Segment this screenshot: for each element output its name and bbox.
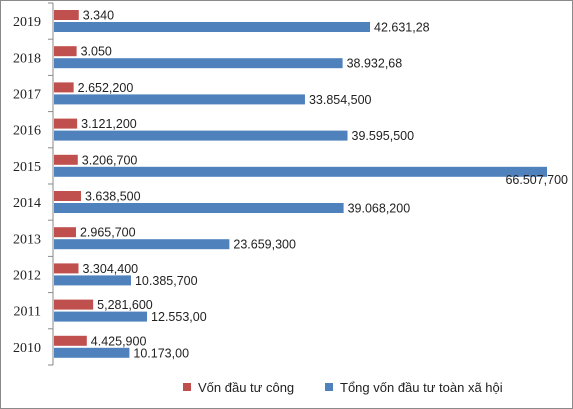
data-label-total-investment: 39.595,500: [352, 129, 415, 143]
y-tick-label: 2013: [13, 232, 41, 247]
y-tick-label: 2010: [13, 341, 41, 356]
data-label-public-investment: 2.965,700: [80, 226, 136, 240]
data-label-public-investment: 3.121,200: [81, 117, 137, 131]
bar-public-investment: [54, 299, 94, 310]
bar-public-investment: [54, 154, 78, 165]
legend-label-total-investment: Tổng vốn đầu tư toàn xã hội: [340, 380, 503, 395]
bar-total-investment: [54, 130, 348, 141]
bar-public-investment: [54, 118, 78, 129]
data-label-public-investment: 3.638,500: [85, 190, 141, 204]
bar-total-investment: [54, 347, 130, 358]
data-label-total-investment: 66.507,700: [505, 173, 568, 187]
y-tick-label: 2016: [13, 124, 41, 139]
bar-public-investment: [54, 335, 87, 346]
legend: Vốn đầu tư công Tổng vốn đầu tư toàn xã h…: [183, 380, 503, 395]
y-tick-label: 2018: [13, 51, 41, 66]
y-tick-label: 2019: [13, 15, 41, 30]
legend-label-public-investment: Vốn đầu tư công: [198, 380, 294, 395]
plot-area: 2019 3.340 42.631,28 2018 3.050 38.932,68 2017…: [13, 2, 568, 366]
data-label-public-investment: 4.425,900: [91, 334, 147, 348]
bar-public-investment: [54, 10, 79, 20]
bar-public-investment: [54, 46, 77, 57]
bar-total-investment: [54, 58, 343, 69]
bar-total-investment: [54, 22, 371, 32]
bar-public-investment: [54, 263, 79, 274]
data-label-total-investment: 42.631,28: [374, 21, 430, 35]
y-tick-label: 2011: [14, 305, 41, 320]
data-label-total-investment: 38.932,68: [347, 57, 403, 71]
bar-total-investment: [54, 311, 148, 322]
bar-total-investment: [54, 94, 305, 105]
data-label-total-investment: 10.173,00: [133, 346, 189, 360]
bar-public-investment: [54, 227, 76, 238]
bar-total-investment: [54, 275, 131, 286]
data-label-total-investment: 10.385,700: [135, 274, 198, 288]
legend-swatch-public-investment: [183, 383, 191, 391]
data-label-total-investment: 23.659,300: [233, 238, 296, 252]
bar-total-investment: [54, 166, 547, 177]
y-tick-label: 2014: [13, 196, 41, 211]
bar-public-investment: [54, 191, 81, 201]
data-label-total-investment: 12.553,00: [151, 310, 207, 324]
y-tick-label: 2015: [13, 160, 41, 175]
data-label-public-investment: 2.652,200: [78, 81, 134, 95]
data-label-total-investment: 33.854,500: [309, 93, 372, 107]
bar-public-investment: [54, 82, 74, 93]
data-label-public-investment: 3.206,700: [82, 153, 138, 167]
data-label-public-investment: 3.304,400: [82, 262, 138, 276]
bar-total-investment: [54, 203, 344, 213]
y-tick-label: 2017: [13, 88, 41, 103]
data-label-public-investment: 3.050: [81, 45, 112, 59]
y-tick-label: 2012: [13, 269, 41, 284]
bar-total-investment: [54, 239, 230, 250]
data-label-public-investment: 3.340: [83, 9, 114, 23]
data-label-public-investment: 5,281,600: [97, 298, 153, 312]
data-label-total-investment: 39.068,200: [348, 202, 411, 216]
legend-swatch-total-investment: [325, 383, 333, 391]
